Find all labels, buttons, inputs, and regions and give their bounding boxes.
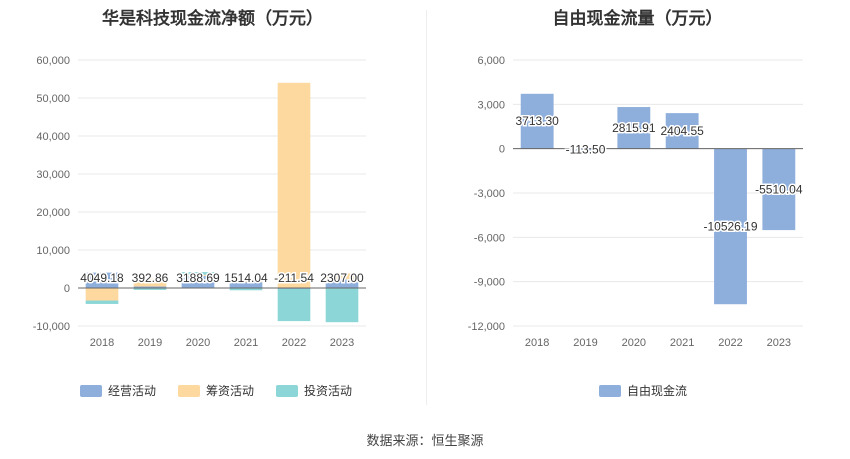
x-tick-label: 2023 [767,337,791,349]
data-label-0-2022: -211.54 [274,271,314,285]
y-tick-label: 0 [499,144,505,156]
x-tick-label: 2018 [525,337,549,349]
y-tick-label: -6,000 [474,232,505,244]
y-tick-label: 10,000 [36,245,70,257]
right-chart-plot: -12,000 -9,000 -6,000 -3,000 0 3,000 6,000 2018… [468,55,805,349]
y-tick-label: -9,000 [474,277,505,289]
bar-0-1-2018[interactable] [85,288,119,301]
bar-1-0-2022[interactable] [714,148,747,305]
bar-0-1-2020[interactable] [181,274,215,276]
bar-0-0-2023[interactable] [325,279,359,288]
bar-0-2-2022[interactable] [277,288,311,322]
bar-1-0-2018[interactable] [520,93,554,149]
data-label-1-2019: -113.50 [566,143,606,157]
panel-divider [426,10,427,405]
x-tick-label: 2018 [90,337,114,349]
left-chart-panel: 华是科技现金流净额（万元） -10,000 0 10,000 20,000 30,000… [0,0,425,420]
data-label-0-2020: 3188.69 [176,271,220,285]
bar-0-1-2023[interactable] [325,273,359,280]
bar-0-2-2023[interactable] [325,288,359,323]
y-tick-label: 40,000 [36,131,70,143]
data-label-1-2022: -10526.19 [703,219,757,233]
y-tick-label: 20,000 [36,207,70,219]
data-label-0-2018: 4049.18 [80,271,124,285]
legend-swatch-financing [178,384,201,397]
bar-0-0-2019[interactable] [133,286,167,288]
legend-item-free-cash-flow[interactable]: 自由现金流 [599,382,687,399]
legend-swatch-investing [276,384,299,397]
data-label-0-2019: 392.86 [132,271,169,285]
data-label-0-2023: 2307.00 [320,271,364,285]
bar-0-2-2019[interactable] [133,288,167,290]
bar-0-0-2021[interactable] [229,282,263,288]
bar-1-0-2023[interactable] [762,148,796,231]
legend-item-financing[interactable]: 筹资活动 [178,382,254,399]
x-tick-label: 2021 [670,337,694,349]
right-legend: 自由现金流 [599,382,687,399]
legend-item-investing[interactable]: 投资活动 [276,382,352,399]
left-legend: 经营活动 筹资活动 投资活动 [80,382,352,399]
y-tick-label: 6,000 [477,55,505,67]
bar-0-1-2022[interactable] [277,82,311,288]
data-source-note: 数据来源：恒生聚源 [366,433,484,448]
legend-label-financing: 筹资活动 [206,384,255,398]
right-chart-title: 自由现金流量（万元） [552,9,723,28]
bar-0-1-2021[interactable] [229,279,263,283]
legend-label-investing: 投资活动 [304,384,353,398]
y-tick-label: -3,000 [474,188,505,200]
data-label-1-2021: 2404.55 [660,124,704,138]
y-tick-label: -10,000 [33,321,70,333]
legend-item-operating[interactable]: 经营活动 [80,382,156,399]
x-tick-label: 2019 [573,337,597,349]
bar-0-0-2020[interactable] [181,275,215,288]
y-tick-label: 3,000 [477,99,505,111]
right-chart-panel: 自由现金流量（万元） -12,000 -9,000 -6,000 -3,000 0 3,0… [425,0,850,420]
data-label-1-2018: 3713.30 [515,114,559,128]
bar-0-0-2018[interactable] [85,272,119,288]
y-tick-label: -12,000 [468,321,505,333]
data-label-1-2020: 2815.91 [612,121,656,135]
bar-1-0-2021[interactable] [665,113,699,149]
legend-swatch-free-cash-flow [599,384,621,397]
left-chart-title: 华是科技现金流净额（万元） [102,9,323,28]
legend-label-free-cash-flow: 自由现金流 [627,384,688,398]
x-tick-label: 2023 [330,337,354,349]
x-tick-label: 2019 [138,337,162,349]
y-tick-label: 60,000 [36,55,70,67]
left-chart-plot: -10,000 0 10,000 20,000 30,000 40,000 50,000 60… [33,55,366,349]
y-tick-label: 50,000 [36,93,70,105]
x-tick-label: 2021 [234,337,258,349]
y-tick-label: 30,000 [36,169,70,181]
x-tick-label: 2022 [718,337,742,349]
legend-swatch-operating [80,384,102,397]
x-tick-label: 2020 [186,337,210,349]
bar-0-2-2020[interactable] [181,272,215,275]
y-tick-label: 0 [64,283,70,295]
bar-0-2-2018[interactable] [85,300,119,304]
bar-0-2-2021[interactable] [229,288,263,291]
bar-1-0-2020[interactable] [617,107,651,149]
x-tick-label: 2020 [622,337,646,349]
legend-label-operating: 经营活动 [108,384,157,398]
x-tick-label: 2022 [282,337,306,349]
bar-0-1-2019[interactable] [133,278,167,287]
bar-1-0-2019[interactable] [569,148,602,151]
data-label-1-2023: -5510.04 [755,182,803,196]
data-label-0-2021: 1514.04 [224,271,268,285]
